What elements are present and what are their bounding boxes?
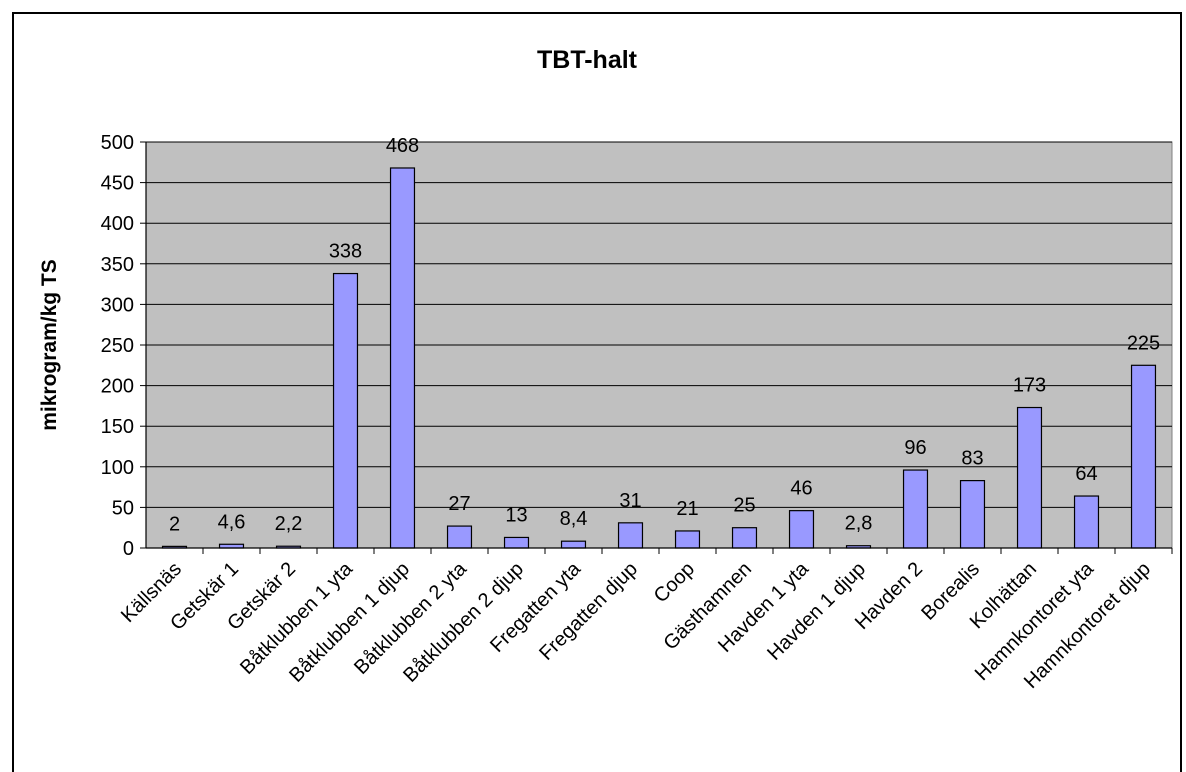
bars bbox=[161, 167, 1157, 549]
data-labels: 2 4,6 2,2 338 468 27 13 8,4 31 21 25 46 2,8 96 83 173 64… bbox=[169, 135, 1160, 535]
data-label: 27 bbox=[448, 493, 470, 515]
bar bbox=[503, 536, 530, 549]
gridlines bbox=[146, 141, 1172, 508]
data-label: 338 bbox=[329, 241, 362, 263]
y-axis-title: mikrogram/kg TS bbox=[38, 259, 61, 431]
y-axis: 0 50 100 150 200 250 300 350 400 450 500 bbox=[101, 132, 147, 560]
y-tick-label: 350 bbox=[101, 254, 134, 276]
x-tick-label: Fregatten djup bbox=[535, 558, 642, 665]
data-label: 8,4 bbox=[560, 508, 588, 530]
bar bbox=[617, 522, 644, 549]
data-label: 13 bbox=[505, 504, 527, 526]
bar bbox=[1016, 406, 1043, 549]
data-label: 225 bbox=[1127, 332, 1160, 354]
bar bbox=[788, 510, 815, 549]
bar bbox=[389, 167, 416, 549]
y-tick-label: 0 bbox=[123, 538, 134, 560]
data-label: 173 bbox=[1013, 375, 1046, 397]
y-tick-label: 300 bbox=[101, 294, 134, 316]
y-tick-label: 200 bbox=[101, 376, 134, 398]
data-label: 4,6 bbox=[218, 511, 246, 533]
y-tick-label: 500 bbox=[101, 132, 134, 154]
y-tick-label: 400 bbox=[101, 213, 134, 235]
data-label: 46 bbox=[790, 478, 812, 500]
bar bbox=[959, 480, 986, 549]
data-label: 2,8 bbox=[845, 513, 873, 535]
bar bbox=[902, 469, 929, 549]
y-tick-label: 150 bbox=[101, 416, 134, 438]
data-label: 64 bbox=[1075, 463, 1097, 485]
chart-title: TBT-halt bbox=[537, 46, 638, 74]
data-label: 2 bbox=[169, 513, 180, 535]
bar bbox=[1130, 364, 1157, 549]
y-tick-label: 100 bbox=[101, 457, 134, 479]
bar bbox=[560, 540, 587, 549]
data-label: 21 bbox=[676, 498, 698, 520]
data-label: 25 bbox=[733, 495, 755, 517]
data-label: 2,2 bbox=[275, 513, 303, 535]
y-tick-label: 250 bbox=[101, 335, 134, 357]
data-label: 96 bbox=[904, 437, 926, 459]
x-tick-label: Coop bbox=[650, 558, 699, 607]
data-label: 83 bbox=[961, 448, 983, 470]
x-tick-label: Havden 1 djup bbox=[763, 558, 870, 665]
y-tick-label: 50 bbox=[112, 497, 134, 519]
bar bbox=[674, 530, 701, 549]
data-label: 31 bbox=[619, 490, 641, 512]
bar bbox=[1073, 495, 1100, 549]
bar bbox=[446, 525, 473, 549]
data-label: 468 bbox=[386, 135, 419, 157]
bar bbox=[332, 272, 359, 549]
y-tick-label: 450 bbox=[101, 173, 134, 195]
bar bbox=[731, 527, 758, 549]
